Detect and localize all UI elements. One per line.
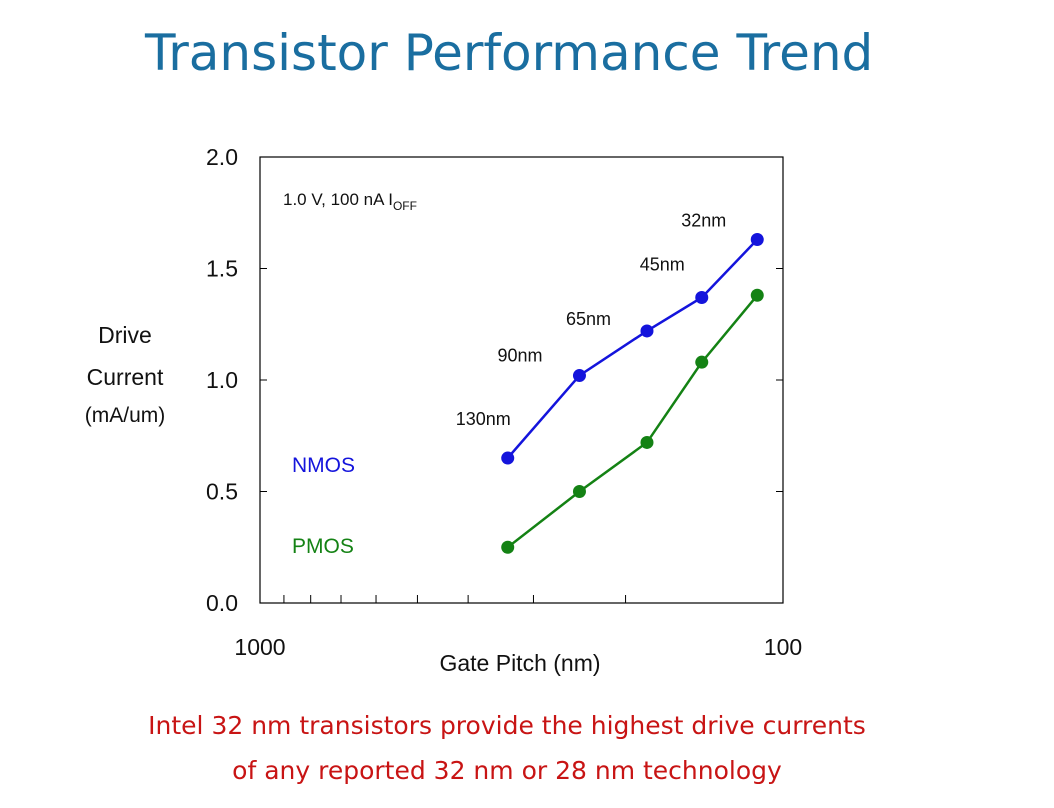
y-tick-label: 2.0	[206, 144, 238, 170]
data-point-nmos	[640, 324, 654, 338]
series-label-nmos: NMOS	[292, 454, 355, 477]
x-tick-label: 1000	[234, 634, 285, 660]
data-point-pmos	[640, 435, 654, 449]
condition-subscript: OFF	[393, 199, 417, 213]
x-tick-label: 100	[764, 634, 802, 660]
x-axis-title: Gate Pitch (nm)	[439, 650, 601, 676]
data-point-nmos	[695, 290, 709, 304]
y-axis-label-line-3: (mA/um)	[84, 404, 166, 427]
y-tick-label: 0.0	[206, 590, 238, 616]
y-tick-label: 0.5	[206, 479, 238, 505]
series-label-pmos: PMOS	[292, 535, 354, 558]
series-line-nmos	[506, 238, 759, 459]
data-point-pmos	[695, 355, 709, 369]
y-axis-label-line-2: Current	[86, 364, 164, 390]
page-title: Transistor Performance Trend	[145, 24, 874, 82]
y-tick-label: 1.5	[206, 256, 238, 282]
data-point-nmos	[750, 233, 764, 247]
series-line-pmos	[506, 294, 759, 549]
data-point-pmos	[572, 485, 586, 498]
y-tick-label: 1.0	[206, 367, 238, 393]
condition-annotation: 1.0 V, 100 nA IOFF	[283, 190, 417, 213]
data-point-nmos	[501, 451, 515, 465]
node-label: 90nm	[497, 346, 542, 366]
caption-line-1: Intel 32 nm transistors provide the high…	[148, 711, 866, 740]
data-point-pmos	[750, 288, 764, 302]
caption-line-2: of any reported 32 nm or 28 nm technolog…	[232, 756, 782, 785]
y-axis-label-line-1: Drive	[98, 322, 152, 348]
node-label: 65nm	[566, 309, 611, 329]
data-point-nmos	[572, 369, 586, 383]
data-point-pmos	[501, 540, 515, 554]
node-label: 130nm	[456, 409, 511, 429]
node-label: 45nm	[640, 254, 685, 274]
node-label: 32nm	[681, 211, 726, 231]
